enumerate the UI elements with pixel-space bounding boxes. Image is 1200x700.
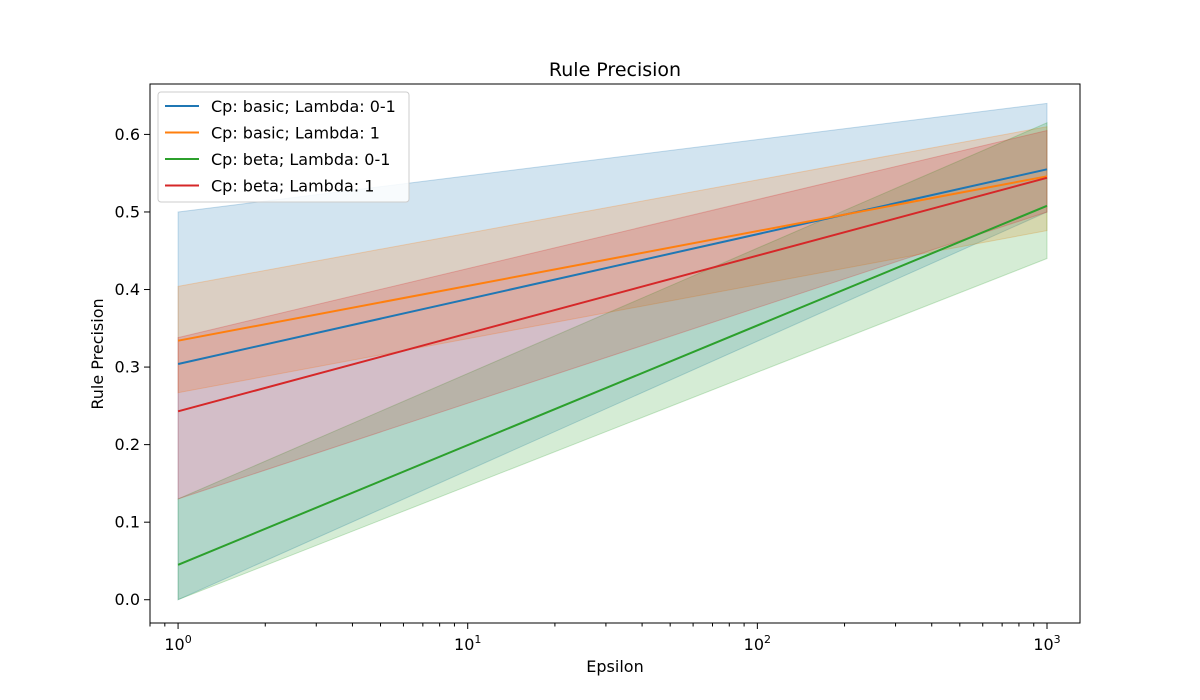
x-tick-label: 100 bbox=[164, 633, 191, 654]
series-line-4 bbox=[177, 176, 1048, 413]
legend-label-1: Cp: basic; Lambda: 0-1 bbox=[211, 97, 396, 116]
legend-label-2: Cp: basic; Lambda: 1 bbox=[211, 124, 380, 143]
x-axis-ticks: 100 101 102 103 bbox=[149, 623, 1061, 654]
y-tick-label: 0.6 bbox=[115, 125, 140, 144]
chart-title: Rule Precision bbox=[549, 59, 681, 81]
series-line-1 bbox=[177, 168, 1048, 365]
confidence-band-4 bbox=[177, 129, 1048, 500]
confidence-band-2 bbox=[177, 126, 1048, 394]
x-tick-label: 101 bbox=[454, 633, 481, 654]
y-tick-label: 0.3 bbox=[115, 358, 140, 377]
y-tick-label: 0.0 bbox=[115, 590, 140, 609]
y-tick-label: 0.2 bbox=[115, 435, 140, 454]
x-axis-title: Epsilon bbox=[586, 657, 643, 676]
series-line-3 bbox=[177, 204, 1048, 566]
y-tick-label: 0.1 bbox=[115, 513, 140, 532]
x-tick-label: 103 bbox=[1033, 633, 1060, 654]
y-axis-ticks: 0.0 0.1 0.2 0.3 0.4 0.5 0.6 bbox=[115, 125, 150, 609]
plot-frame bbox=[149, 83, 1081, 624]
legend-label-4: Cp: beta; Lambda: 1 bbox=[211, 177, 374, 196]
series-lines bbox=[177, 168, 1048, 566]
x-tick-label: 102 bbox=[744, 633, 771, 654]
y-tick-label: 0.5 bbox=[115, 202, 140, 221]
legend-box bbox=[157, 91, 410, 203]
y-axis-title: Rule Precision bbox=[88, 298, 107, 409]
y-tick-label: 0.4 bbox=[115, 280, 140, 299]
legend-label-3: Cp: beta; Lambda: 0-1 bbox=[211, 150, 390, 169]
legend: Cp: basic; Lambda: 0-1 Cp: basic; Lambda:… bbox=[157, 91, 410, 203]
confidence-band-3 bbox=[177, 122, 1048, 601]
series-line-2 bbox=[177, 175, 1048, 342]
